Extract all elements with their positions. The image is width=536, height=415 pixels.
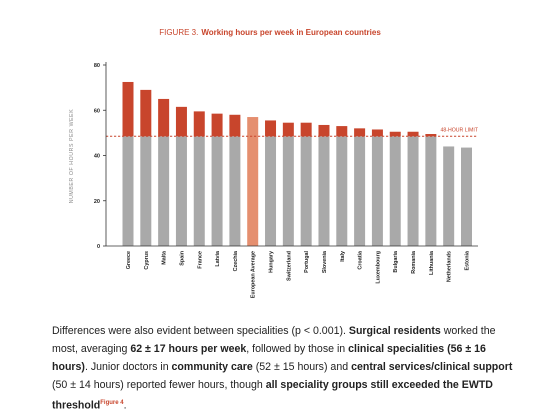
bar-portugal: [300, 136, 312, 246]
category-label: European Average: [251, 251, 257, 298]
bar-excess-malta: [158, 98, 170, 137]
bar-excess-cyprus: [140, 89, 152, 137]
bars: [122, 81, 472, 246]
category-label: Netherlands: [447, 251, 453, 282]
bar-latvia: [211, 136, 223, 246]
bar-excess-luxembourg: [371, 129, 383, 137]
bar-excess-czechia: [229, 114, 241, 137]
category-label: Romania: [411, 250, 417, 274]
bar-excess-france: [193, 111, 205, 137]
bar-luxembourg: [371, 136, 383, 246]
bar-bulgaria: [389, 136, 401, 246]
text-segment: .: [123, 399, 127, 412]
bar-excess-bulgaria: [389, 131, 401, 137]
text-segment: , followed by those in: [246, 343, 349, 355]
bar-croatia: [354, 136, 366, 246]
category-label: Italy: [340, 251, 346, 262]
bar-france: [193, 136, 205, 246]
category-label: Croatia: [358, 250, 364, 270]
bar-italy: [336, 136, 348, 246]
category-label: Hungary: [269, 251, 275, 273]
category-label: Lithuania: [429, 250, 435, 275]
bar-hungary: [265, 136, 277, 246]
bar-excess-croatia: [354, 128, 366, 137]
figure-label: FIGURE 3.: [159, 28, 198, 37]
y-tick-label: 60: [94, 108, 100, 114]
category-label: Portugal: [304, 251, 310, 273]
text-segment: (52 ± 15 hours) and: [252, 361, 352, 373]
bar-excess-portugal: [300, 122, 312, 137]
bold-segment: central services/clinical support: [351, 361, 513, 373]
category-label: Greece: [126, 251, 132, 269]
bar-excess-italy: [336, 126, 348, 137]
bar-greece: [122, 136, 134, 246]
bar-netherlands: [443, 146, 455, 246]
category-label: Bulgaria: [393, 250, 399, 273]
text-segment: . Junior doctors in: [84, 361, 172, 373]
bar-slovenia: [318, 136, 330, 246]
text-segment: (50 ± 14 hours) reported fewer hours, th…: [52, 379, 266, 391]
text-segment: worked the most, averaging: [52, 325, 496, 355]
bold-segment: Surgical residents: [348, 325, 441, 337]
figure-main-title: Working hours per week in European count…: [201, 28, 381, 37]
chart: FIGURE 3. Working hours per week in Europ…: [69, 28, 479, 298]
y-tick-label: 20: [94, 199, 100, 205]
limit-label: 48-HOUR LIMIT: [441, 127, 479, 133]
bar-excess-romania: [407, 131, 419, 137]
bar-excess-switzerland: [282, 122, 294, 137]
category-label: Switzerland: [286, 251, 292, 281]
y-axis-label: NUMBER OF HOURS PER WEEK: [69, 109, 75, 204]
bold-segment: all speciality groups still exceeded the…: [52, 379, 493, 412]
bar-excess-spain: [175, 106, 187, 137]
category-label: Malta: [162, 250, 168, 265]
bold-segment: 62 ± 17 hours per week: [130, 343, 247, 355]
bar-excess-greece: [122, 81, 134, 137]
bar-cyprus: [140, 136, 152, 246]
bar-excess-latvia: [211, 113, 223, 137]
bar-czechia: [229, 136, 241, 246]
bar-excess-slovenia: [318, 124, 330, 137]
body-paragraph: Differences were also evident between sp…: [52, 322, 514, 415]
bold-segment: clinical specialities (56 ± 16 hours): [52, 343, 486, 373]
bar-switzerland: [282, 136, 294, 246]
labels: Greece Cyprus Malta Spain France Latvia Czechi…: [94, 63, 479, 298]
category-label: Spain: [179, 251, 185, 266]
category-label: Czechia: [233, 250, 239, 271]
category-label: France: [197, 251, 203, 269]
category-label: Cyprus: [144, 251, 150, 270]
y-tick-label: 40: [94, 154, 100, 160]
figure-reference: Figure 4: [100, 400, 124, 406]
category-label: Slovenia: [322, 250, 328, 273]
bar-excess-hungary: [265, 120, 277, 137]
bar-european-average: [247, 117, 259, 246]
bar-spain: [175, 136, 187, 246]
axes: [103, 62, 478, 247]
y-tick-label: 80: [94, 63, 100, 69]
category-label: Latvia: [215, 250, 221, 267]
y-tick-label: 0: [97, 244, 100, 250]
category-label: Luxembourg: [375, 251, 381, 284]
bar-romania: [407, 136, 419, 246]
bar-lithuania: [425, 136, 437, 246]
bar-estonia: [461, 147, 472, 246]
bar-malta: [158, 136, 170, 246]
category-label: Estonia: [465, 250, 471, 270]
figure-title: FIGURE 3. Working hours per week in Europ…: [159, 28, 381, 37]
bar-excess-lithuania: [425, 134, 437, 137]
bold-segment: community care: [171, 361, 253, 373]
text-segment: Differences were also evident between sp…: [52, 325, 349, 337]
